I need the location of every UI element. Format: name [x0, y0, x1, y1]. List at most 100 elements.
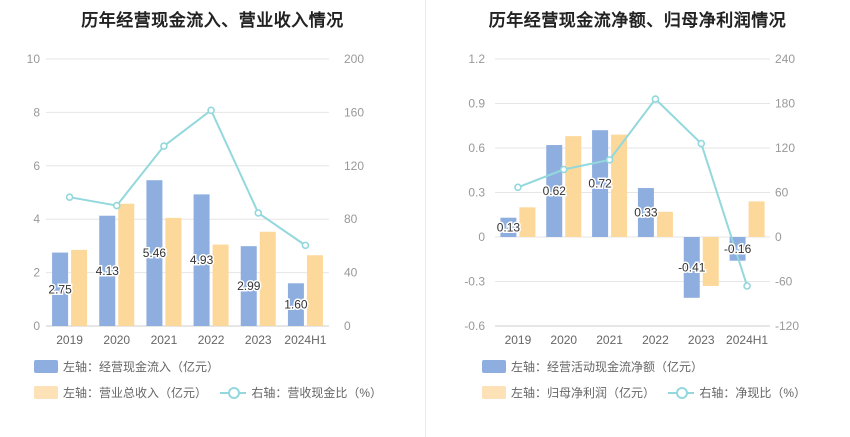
legend-label: 左轴：营业总收入（亿元） [63, 386, 208, 400]
right-axis-tick-label: 80 [344, 212, 358, 226]
bar-secondary [71, 249, 88, 326]
ratio-point [559, 165, 568, 174]
right-axis-tick-label: 160 [344, 105, 364, 119]
legend-item-revenue[interactable]: 左轴：营业总收入（亿元） [34, 384, 207, 401]
cash-inflow-chart: 0 2 4 6 8 10 0 40 80 120 160 200 2019 2020 2021 2022 202… [27, 52, 365, 347]
right-axis-tick-label: 60 [775, 186, 789, 200]
ratio-point [160, 142, 168, 150]
bar-secondary [748, 201, 765, 237]
left-axis-tick-label: 0 [33, 319, 40, 333]
bar-primary [193, 194, 210, 326]
left-axis-tick-label: 0.3 [468, 186, 485, 200]
data-label: 1.60 [284, 298, 308, 312]
legend-label: 右轴：净现比（%） [699, 386, 807, 400]
left-axis-tick-label: 10 [27, 52, 41, 66]
ratio-point [254, 209, 263, 217]
right-axis-tick-label: 120 [344, 159, 364, 173]
x-axis-tick-label: 2021 [151, 333, 178, 347]
x-axis-tick-label: 2023 [245, 333, 272, 347]
bar-primary [287, 283, 304, 326]
data-label: 5.46 [143, 246, 167, 260]
left-axis-tick-label: 0 [478, 230, 485, 244]
panel-divider [425, 0, 426, 437]
x-axis-tick-label: 2023 [688, 333, 715, 347]
legend-row: 左轴：经营现金流入（亿元） [34, 358, 229, 376]
left-axis-tick-label: -0.3 [464, 275, 485, 289]
x-axis-tick-label: 2019 [56, 333, 83, 347]
left-axis-tick-label: 4 [33, 212, 40, 226]
data-label: 0.13 [497, 220, 521, 234]
legend-item-ratio[interactable]: 右轴：营收现金比（%） [220, 384, 382, 401]
legend-item-cash-inflow[interactable]: 左轴：经营现金流入（亿元） [34, 358, 219, 375]
legend-label: 右轴：营收现金比（%） [251, 386, 383, 400]
ratio-point [65, 193, 74, 201]
ratio-point [112, 201, 121, 210]
data-label: 4.13 [96, 264, 120, 278]
net-cash-panel: 历年经营现金流净额、归母净利润情况 -0.6 -0.3 0 0.3 0.6 0.9 1.2-… [425, 0, 850, 437]
legend-item-net-cash[interactable]: 左轴：经营活动现金流净额（亿元） [482, 358, 703, 375]
bar-secondary [259, 231, 276, 326]
ratio-line [517, 97, 749, 287]
ratio-point [514, 183, 522, 192]
net-cash-chart: -0.6 -0.3 0 0.3 0.6 0.9 1.2 -120 -60 0 60 120 180 240… [464, 52, 799, 347]
left-axis-tick-label: 6 [33, 159, 40, 173]
right-axis-tick-label: -60 [775, 275, 793, 289]
bar-secondary [702, 237, 719, 286]
legend-item-net-profit[interactable]: 左轴：归母净利润（亿元） [482, 384, 655, 401]
legend-row: 左轴：归母净利润（亿元） 右轴：净现比（%） [482, 384, 816, 402]
right-axis-tick-label: 180 [775, 97, 795, 111]
ratio-line [69, 108, 306, 247]
data-label: 0.62 [543, 184, 567, 198]
ratio-point [651, 95, 660, 103]
ratio-point [605, 156, 614, 164]
ratio-point [697, 139, 706, 148]
x-axis-tick-label: 2021 [596, 333, 623, 347]
bar-primary [99, 215, 116, 326]
legend-row: 左轴：经营活动现金流净额（亿元） [482, 358, 713, 376]
legend-item-ratio[interactable]: 右轴：净现比（%） [668, 384, 806, 401]
bar-secondary [306, 255, 323, 326]
ratio-point [301, 241, 310, 250]
data-label: -0.41 [678, 260, 706, 274]
x-axis-tick-label: 2022 [198, 333, 225, 347]
bar-primary [500, 217, 517, 237]
bar-primary [592, 130, 609, 237]
left-axis-tick-label: -0.6 [464, 319, 485, 333]
bar-primary [637, 188, 654, 237]
x-axis-tick-label: 2024H1 [726, 333, 768, 347]
x-axis-tick-label: 2024H1 [284, 333, 326, 347]
bar-primary [683, 237, 700, 298]
x-axis-tick-label: 2019 [505, 333, 532, 347]
data-label: 2.75 [48, 282, 72, 296]
legend-swatch [482, 386, 506, 399]
legend-label: 左轴：归母净利润（亿元） [511, 386, 656, 400]
legend-row: 左轴：营业总收入（亿元） 右轴：营收现金比（%） [34, 384, 392, 402]
bar-primary [52, 252, 69, 326]
ratio-point [207, 106, 215, 115]
bar-primary [240, 246, 257, 326]
legend-label: 左轴：经营现金流入（亿元） [63, 360, 220, 374]
bar-primary [146, 180, 163, 326]
legend-swatch [482, 360, 506, 373]
legend-line-swatch [668, 386, 695, 399]
bar-secondary [212, 244, 229, 326]
chart-title: 历年经营现金流净额、归母净利润情况 [488, 11, 787, 30]
data-label: 0.33 [634, 206, 658, 220]
right-axis-tick-label: 0 [775, 230, 782, 244]
legend-swatch [34, 360, 58, 373]
data-label: -0.16 [724, 242, 752, 256]
right-axis-tick-label: 40 [344, 266, 358, 280]
data-label: 0.72 [588, 177, 612, 191]
right-axis-tick-label: 200 [344, 52, 364, 66]
x-axis-tick-label: 2020 [550, 333, 577, 347]
left-axis-tick-label: 2 [33, 266, 40, 280]
right-axis-tick-label: 0 [344, 319, 351, 333]
bar-secondary [165, 217, 182, 326]
data-label: 2.99 [237, 279, 261, 293]
bar-secondary [118, 203, 135, 326]
data-label: 4.93 [190, 253, 214, 267]
left-axis-tick-label: 0.9 [468, 97, 485, 111]
x-axis-tick-label: 2022 [642, 333, 669, 347]
left-axis-tick-label: 0.6 [468, 141, 485, 155]
